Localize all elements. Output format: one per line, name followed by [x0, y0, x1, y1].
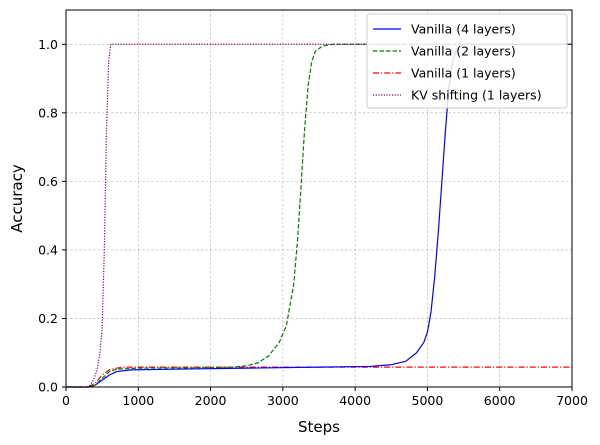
legend-box [366, 13, 568, 109]
legend-label-3: KV shifting (1 layers) [411, 88, 542, 103]
x-tick-label: 3000 [267, 393, 299, 408]
series-line-3 [66, 43, 572, 388]
legend: Vanilla (4 layers) Vanilla (2 layers) Vani… [366, 13, 568, 109]
x-tick-label: 1000 [122, 393, 154, 408]
x-tick-label: 4000 [339, 393, 371, 408]
y-axis-ticks: 0.0 0.2 0.4 0.6 0.8 1.0 [38, 37, 66, 395]
plot-area-frame [65, 9, 573, 388]
x-tick-label: 6000 [484, 393, 516, 408]
x-tick-label: 0 [62, 393, 70, 408]
x-tick-label: 2000 [195, 393, 227, 408]
legend-label-0: Vanilla (4 layers) [411, 22, 516, 37]
y-axis-label: Accuracy [8, 164, 26, 233]
y-tick-label: 0.2 [38, 311, 58, 326]
legend-label-2: Vanilla (1 layers) [411, 66, 516, 81]
x-axis-label: Steps [298, 418, 340, 436]
y-tick-label: 0.8 [38, 105, 58, 120]
y-tick-label: 0.0 [38, 380, 58, 395]
y-tick-label: 1.0 [38, 37, 58, 52]
y-tick-label: 0.4 [38, 242, 58, 257]
series-line-1 [66, 43, 572, 388]
legend-label-1: Vanilla (2 layers) [411, 44, 516, 59]
x-axis-ticks: 0 1000 2000 3000 4000 5000 6000 7000 [62, 387, 588, 408]
y-tick-label: 0.6 [38, 174, 58, 189]
x-tick-label: 7000 [556, 393, 588, 408]
x-tick-label: 5000 [412, 393, 444, 408]
